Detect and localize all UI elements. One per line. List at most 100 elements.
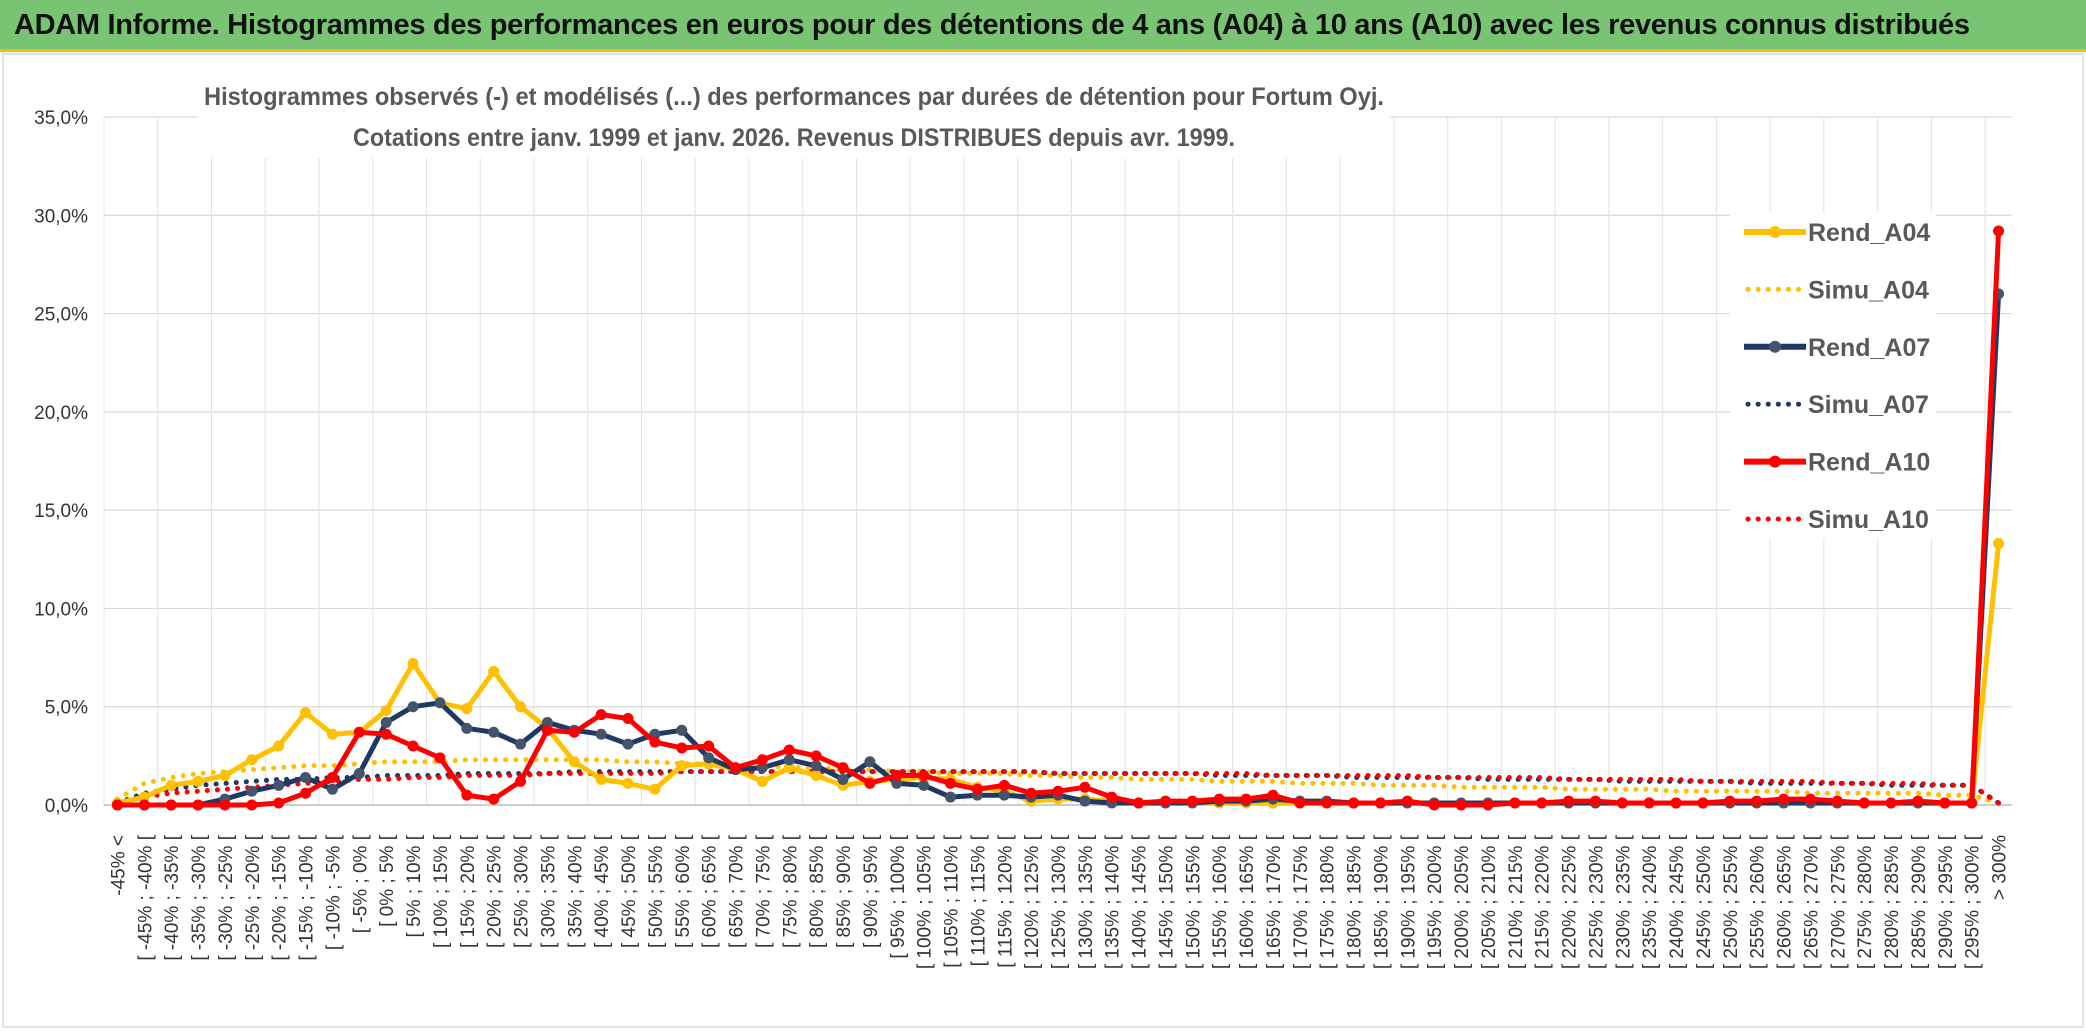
data-point: [649, 736, 661, 748]
data-point: [541, 716, 553, 728]
x-tick-label: [ 45% ; 50% [: [619, 834, 640, 948]
x-tick-label: > 300%: [1990, 835, 2011, 900]
data-point: [595, 709, 607, 721]
x-tick-label: [ 90% ; 95% [: [861, 834, 882, 948]
data-point: [1079, 781, 1091, 793]
x-tick-label: [ 125% ; 130% [: [1049, 834, 1070, 969]
data-point: [1751, 795, 1763, 807]
data-point: [192, 775, 204, 787]
x-tick-label: [ 120% ; 125% [: [1022, 834, 1043, 969]
x-tick-label: [ 60% ; 65% [: [700, 834, 721, 948]
data-point: [461, 789, 473, 801]
data-point: [676, 760, 688, 772]
data-point: [488, 726, 500, 738]
data-point: [273, 740, 285, 752]
data-point: [1348, 797, 1360, 809]
data-point: [326, 728, 338, 740]
data-point: [1831, 795, 1843, 807]
data-point: [891, 777, 903, 789]
x-tick-label: [ 0% ; 5% [: [377, 834, 398, 927]
data-point: [1294, 797, 1306, 809]
data-point: [756, 754, 768, 766]
y-tick-label: 5,0%: [45, 698, 88, 719]
x-tick-label: [ -5% ; 0% [: [350, 834, 371, 933]
data-point: [1858, 797, 1870, 809]
data-point: [1885, 797, 1897, 809]
data-point: [622, 777, 634, 789]
data-point: [837, 762, 849, 774]
data-point: [380, 716, 392, 728]
legend-label: Rend_A10: [1808, 449, 1930, 477]
data-point: [1159, 795, 1171, 807]
data-point: [1374, 797, 1386, 809]
x-tick-label: [ 70% ; 75% [: [753, 834, 774, 948]
data-point: [1079, 795, 1091, 807]
data-point: [488, 793, 500, 805]
data-point: [1455, 799, 1467, 811]
data-point: [1670, 797, 1682, 809]
x-tick-label: [ -40% ; -35% [: [162, 834, 183, 960]
data-point: [1186, 795, 1198, 807]
data-point: [1563, 795, 1575, 807]
data-point: [273, 797, 285, 809]
data-point: [1616, 797, 1628, 809]
legend-marker: [1769, 340, 1781, 353]
x-tick-label: [ 195% ; 200% [: [1425, 834, 1446, 969]
chart-title-line2: Cotations entre janv. 1999 et janv. 2026…: [353, 124, 1235, 152]
data-point: [810, 760, 822, 772]
x-tick-label: [ -15% ; -10% [: [297, 834, 318, 960]
data-point: [300, 787, 312, 799]
x-tick-label: [ 130% ; 135% [: [1076, 834, 1097, 969]
data-point: [1804, 793, 1816, 805]
data-point: [326, 783, 338, 795]
legend-label: Simu_A10: [1808, 506, 1929, 534]
x-tick-label: [ 165% ; 170% [: [1264, 834, 1285, 969]
data-point: [1133, 797, 1145, 809]
legend: Rend_A04 Simu_A04 Rend_A07 Simu_A07 Rend_A10…: [1744, 219, 1930, 534]
data-point: [676, 742, 688, 754]
x-tick-label: [ 215% ; 220% [: [1533, 834, 1554, 969]
data-point: [783, 744, 795, 756]
data-point: [138, 791, 150, 803]
chart-title-bg: [198, 78, 1390, 158]
x-tick-label: [ 85% ; 90% [: [834, 834, 855, 948]
data-point: [434, 697, 446, 709]
data-point: [1993, 538, 2005, 550]
x-tick-label: [ -45% ; -40% [: [135, 834, 156, 960]
legend-label: Simu_A07: [1808, 391, 1929, 419]
data-point: [434, 752, 446, 764]
legend-item-simu-a07: Simu_A07: [1745, 391, 1929, 419]
series-rend-a10: [111, 225, 2005, 811]
data-point: [703, 752, 715, 764]
data-point: [1589, 795, 1601, 807]
chart-frame: [2, 53, 2084, 1028]
y-tick-label: 35,0%: [34, 108, 88, 129]
legend-bg: [1730, 212, 1936, 538]
data-point: [515, 775, 527, 787]
legend-item-simu-a10: Simu_A10: [1745, 506, 1929, 534]
data-point: [541, 724, 553, 736]
data-point: [1482, 799, 1494, 811]
report-banner: ADAM Informe. Histogrammes des performan…: [0, 0, 2086, 52]
data-point: [165, 799, 177, 811]
x-tick-label: [ 225% ; 230% [: [1586, 834, 1607, 969]
report-title: ADAM Informe. Histogrammes des performan…: [14, 9, 1970, 41]
x-tick-label: [ 270% ; 275% [: [1828, 834, 1849, 969]
data-point: [192, 799, 204, 811]
data-point: [1509, 797, 1521, 809]
data-point: [595, 773, 607, 785]
data-point: [730, 762, 742, 774]
data-point: [864, 756, 876, 768]
data-point: [407, 701, 419, 713]
series-simu-a04: [114, 757, 2002, 806]
x-tick-label: [ 285% ; 290% [: [1909, 834, 1930, 969]
data-point: [1240, 793, 1252, 805]
legend-label: Rend_A07: [1808, 334, 1930, 362]
data-point: [326, 771, 338, 783]
data-point: [1536, 797, 1548, 809]
x-tick-label: -45% <: [108, 835, 129, 896]
data-point: [1912, 795, 1924, 807]
x-tick-label: [ 20% ; 25% [: [485, 834, 506, 948]
x-tick-label: [ -10% ; -5% [: [323, 834, 344, 950]
y-tick-label: 30,0%: [34, 206, 88, 227]
